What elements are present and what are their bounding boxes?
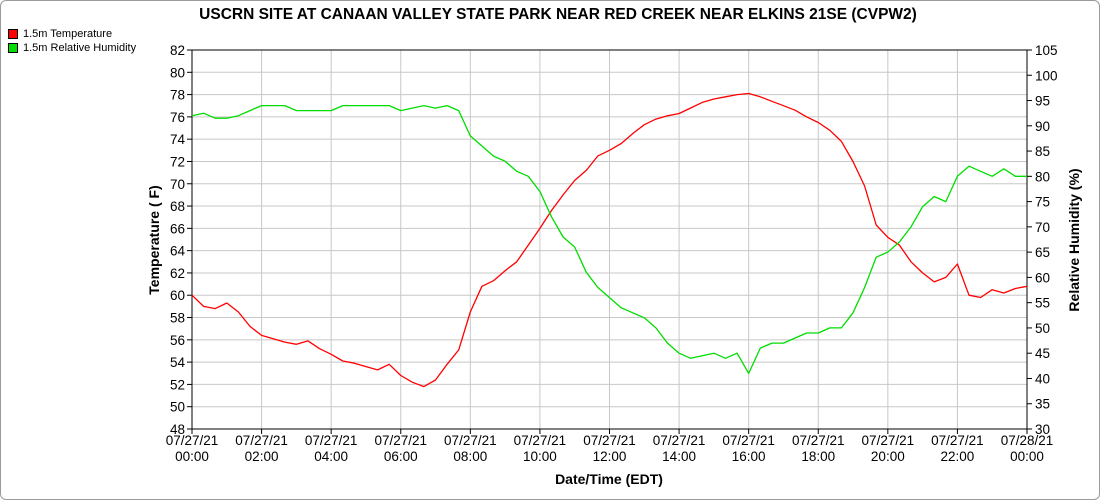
y-tick-label: 80 [170, 65, 185, 80]
x-tick-label-time: 06:00 [384, 449, 418, 464]
y2-tick-label: 70 [1035, 220, 1050, 235]
left-y-axis: 48 50 52 54 56 58 60 62 64 66 68 70 72 74 76 78 80 82 [170, 43, 192, 437]
x-tick-label-time: 08:00 [453, 449, 487, 464]
x-tick-label-time: 02:00 [245, 449, 279, 464]
right-y-axis: 30 35 40 45 50 55 60 65 70 75 80 85 90 95 100 105 [1027, 43, 1058, 437]
y2-tick-label: 60 [1035, 270, 1050, 285]
y-tick-label: 54 [170, 355, 186, 370]
y-tick-label: 50 [170, 400, 185, 415]
x-tick-label-date: 07/27/21 [931, 433, 984, 448]
x-tick-label-date: 07/27/21 [305, 433, 358, 448]
legend-swatch-humidity [8, 43, 18, 53]
y-tick-label: 82 [170, 43, 185, 58]
y-tick-label: 60 [170, 288, 185, 303]
x-tick-label-time: 10:00 [523, 449, 557, 464]
y-tick-label: 76 [170, 110, 185, 125]
y2-tick-label: 105 [1035, 43, 1058, 58]
x-tick-label-date: 07/27/21 [862, 433, 915, 448]
y-tick-label: 72 [170, 154, 185, 169]
x-tick-label-date: 07/27/21 [374, 433, 427, 448]
x-tick-label-time: 00:00 [1010, 449, 1044, 464]
legend-item-temperature: 1.5m Temperature [8, 27, 136, 41]
left-y-axis-label: Temperature ( F) [146, 185, 162, 294]
x-tick-label-date: 07/27/21 [792, 433, 845, 448]
right-y-axis-label: Relative Humidity (%) [1066, 168, 1082, 311]
y2-tick-label: 90 [1035, 119, 1050, 134]
series-line-temperature [191, 92, 1028, 388]
x-tick-label-date: 07/27/21 [653, 433, 706, 448]
y2-tick-label: 75 [1035, 195, 1050, 210]
y-tick-label: 74 [170, 132, 186, 147]
x-tick-label-time: 22:00 [941, 449, 975, 464]
y-tick-label: 70 [170, 177, 185, 192]
y-tick-label: 68 [170, 199, 185, 214]
x-tick-label-date: 07/27/21 [514, 433, 567, 448]
x-tick-label-time: 18:00 [801, 449, 835, 464]
y2-tick-label: 65 [1035, 245, 1050, 260]
x-tick-label-date: 07/27/21 [166, 433, 219, 448]
legend-item-humidity: 1.5m Relative Humidity [8, 41, 136, 55]
x-tick-label-date: 07/27/21 [583, 433, 636, 448]
y2-tick-label: 45 [1035, 346, 1050, 361]
x-tick-label-time: 20:00 [871, 449, 905, 464]
x-tick-label-time: 16:00 [732, 449, 766, 464]
y-tick-label: 66 [170, 221, 185, 236]
y-tick-label: 78 [170, 88, 185, 103]
x-tick-label-date: 07/27/21 [235, 433, 288, 448]
series-line-humidity [191, 104, 1027, 375]
x-tick-label-time: 14:00 [662, 449, 696, 464]
x-tick-label-time: 04:00 [314, 449, 348, 464]
y2-tick-label: 100 [1035, 68, 1058, 83]
x-axis: 07/27/2100:0007/27/2102:0007/27/2104:000… [166, 429, 1054, 464]
y2-tick-label: 30 [1035, 422, 1050, 437]
y-tick-label: 52 [170, 377, 185, 392]
legend-label-temperature: 1.5m Temperature [23, 28, 113, 40]
chart-title: USCRN SITE AT CANAAN VALLEY STATE PARK N… [199, 6, 917, 23]
y2-tick-label: 85 [1035, 144, 1050, 159]
series-layer [191, 92, 1028, 388]
y-tick-label: 56 [170, 333, 185, 348]
x-tick-label-date: 07/27/21 [722, 433, 775, 448]
y2-tick-label: 50 [1035, 321, 1050, 336]
x-tick-label-time: 12:00 [593, 449, 627, 464]
y-tick-label: 62 [170, 266, 185, 281]
x-tick-label-date: 07/28/21 [1001, 433, 1054, 448]
y2-tick-label: 80 [1035, 169, 1050, 184]
y-tick-label: 58 [170, 311, 185, 326]
legend: 1.5m Temperature 1.5m Relative Humidity [8, 27, 136, 55]
legend-label-humidity: 1.5m Relative Humidity [23, 42, 137, 54]
legend-swatch-temperature [8, 29, 18, 39]
y2-tick-label: 55 [1035, 296, 1050, 311]
x-axis-label: Date/Time (EDT) [555, 471, 663, 487]
y2-tick-label: 95 [1035, 94, 1050, 109]
y2-tick-label: 35 [1035, 397, 1050, 412]
y-tick-label: 48 [170, 422, 185, 437]
x-tick-label-time: 00:00 [175, 449, 209, 464]
x-tick-label-date: 07/27/21 [444, 433, 497, 448]
y2-tick-label: 40 [1035, 371, 1050, 386]
y-tick-label: 64 [170, 244, 186, 259]
